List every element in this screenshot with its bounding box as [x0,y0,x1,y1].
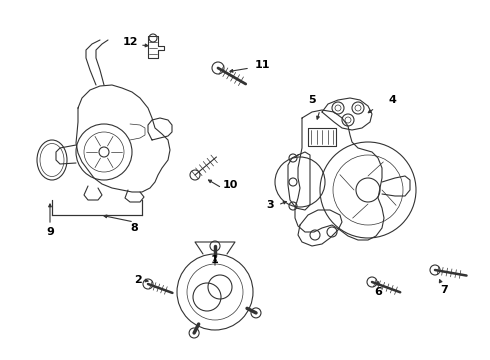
Text: 5: 5 [308,95,316,105]
Circle shape [430,265,440,275]
Circle shape [143,279,153,289]
Text: 11: 11 [254,60,270,70]
Text: 7: 7 [440,285,448,295]
Text: 4: 4 [388,95,396,105]
Text: 3: 3 [266,200,274,210]
Text: 2: 2 [134,275,142,285]
Circle shape [212,62,224,74]
Text: 6: 6 [374,287,382,297]
Text: 12: 12 [122,37,138,47]
Text: 1: 1 [211,255,219,265]
Text: 9: 9 [46,227,54,237]
Text: 8: 8 [130,223,138,233]
Circle shape [367,277,377,287]
Text: 10: 10 [222,180,238,190]
